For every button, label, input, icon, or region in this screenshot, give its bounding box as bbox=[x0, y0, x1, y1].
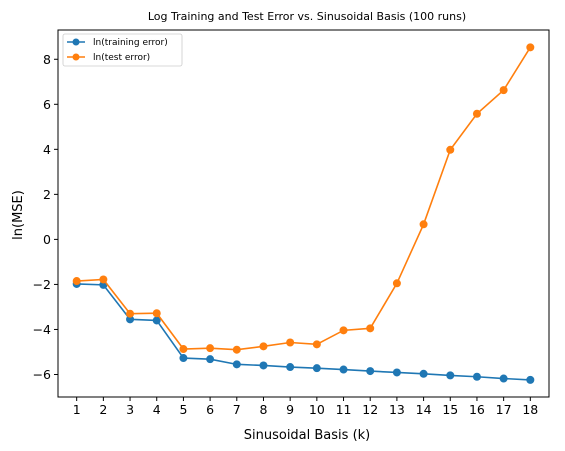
y-tick-label: −2 bbox=[33, 277, 51, 292]
x-tick-label: 4 bbox=[153, 402, 161, 417]
data-point-series-1 bbox=[339, 326, 348, 335]
data-point-series-0 bbox=[206, 355, 215, 364]
data-point-series-0 bbox=[526, 375, 535, 384]
y-tick-label: −6 bbox=[33, 367, 51, 382]
x-tick-label: 8 bbox=[259, 402, 267, 417]
legend-box bbox=[62, 33, 183, 67]
y-tick-label: −4 bbox=[33, 322, 51, 337]
data-point-series-1 bbox=[312, 340, 321, 349]
data-point-series-0 bbox=[446, 371, 455, 380]
chart-title: Log Training and Test Error vs. Sinusoid… bbox=[148, 10, 466, 23]
data-point-series-0 bbox=[499, 374, 508, 383]
y-tick-label: 0 bbox=[43, 232, 51, 247]
x-axis-label: Sinusoidal Basis (k) bbox=[244, 428, 371, 443]
data-point-series-0 bbox=[259, 361, 268, 370]
y-axis-label: ln(MSE) bbox=[11, 190, 26, 240]
legend-label-training: ln(training error) bbox=[93, 38, 168, 48]
data-point-series-1 bbox=[152, 309, 161, 318]
x-tick-label: 12 bbox=[362, 402, 378, 417]
data-point-series-0 bbox=[392, 368, 401, 377]
x-tick-label: 14 bbox=[416, 402, 432, 417]
data-point-series-1 bbox=[72, 277, 81, 286]
y-tick-label: 6 bbox=[43, 97, 51, 112]
data-point-series-0 bbox=[152, 316, 161, 325]
x-tick-label: 18 bbox=[522, 402, 538, 417]
data-point-series-1 bbox=[472, 109, 481, 118]
x-tick-label: 2 bbox=[99, 402, 107, 417]
x-tick-label: 7 bbox=[233, 402, 241, 417]
data-point-series-1 bbox=[126, 309, 135, 318]
legend-marker-test bbox=[72, 53, 80, 61]
y-tick-label: 2 bbox=[43, 187, 51, 202]
data-point-series-0 bbox=[312, 364, 321, 373]
x-tick-label: 6 bbox=[206, 402, 214, 417]
legend-marker-training bbox=[72, 38, 80, 46]
x-tick-label: 16 bbox=[469, 402, 485, 417]
legend: ln(training error) ln(test error) bbox=[62, 33, 183, 67]
data-point-series-1 bbox=[446, 145, 455, 154]
data-point-series-1 bbox=[232, 345, 241, 354]
data-point-series-1 bbox=[179, 345, 188, 354]
data-point-series-1 bbox=[99, 275, 108, 284]
data-point-series-1 bbox=[392, 279, 401, 288]
x-tick-label: 3 bbox=[126, 402, 134, 417]
x-tick-label: 5 bbox=[179, 402, 187, 417]
y-tick-label: 8 bbox=[43, 52, 51, 67]
x-tick-label: 1 bbox=[73, 402, 81, 417]
series-layer bbox=[72, 43, 535, 384]
y-axis-ticks: −6 −4 −2 0 2 4 6 8 bbox=[33, 52, 58, 382]
x-tick-label: 15 bbox=[442, 402, 458, 417]
data-point-series-1 bbox=[206, 344, 215, 353]
x-tick-label: 10 bbox=[309, 402, 325, 417]
x-tick-label: 13 bbox=[389, 402, 405, 417]
data-point-series-1 bbox=[366, 324, 375, 333]
data-point-series-1 bbox=[259, 342, 268, 351]
x-tick-label: 9 bbox=[286, 402, 294, 417]
data-point-series-1 bbox=[419, 220, 428, 229]
data-point-series-1 bbox=[526, 43, 535, 52]
data-point-series-1 bbox=[286, 338, 295, 347]
data-point-series-0 bbox=[232, 360, 241, 369]
data-point-series-0 bbox=[179, 354, 188, 363]
x-axis-ticks: 1 2 3 4 5 6 7 8 9 10 11 12 13 14 15 16 17 18 bbox=[73, 397, 538, 417]
x-tick-label: 11 bbox=[336, 402, 352, 417]
data-point-series-0 bbox=[366, 367, 375, 376]
data-point-series-0 bbox=[126, 315, 135, 324]
data-point-series-0 bbox=[286, 363, 295, 372]
legend-label-test: ln(test error) bbox=[93, 53, 150, 63]
data-point-series-1 bbox=[499, 86, 508, 95]
data-point-series-0 bbox=[419, 369, 428, 378]
x-tick-label: 17 bbox=[496, 402, 512, 417]
plot-area bbox=[57, 29, 550, 398]
series-line-0 bbox=[76, 283, 531, 381]
series-line-1 bbox=[76, 46, 531, 351]
data-point-series-0 bbox=[339, 365, 348, 374]
y-tick-label: 4 bbox=[43, 142, 51, 157]
data-point-series-0 bbox=[472, 372, 481, 381]
